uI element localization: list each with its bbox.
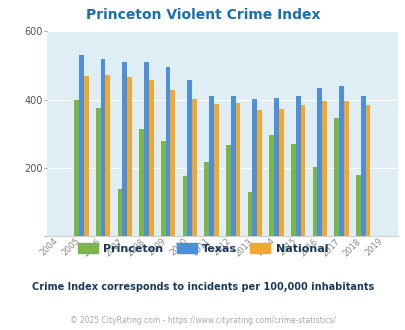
Bar — [247, 192, 252, 236]
Bar — [139, 128, 144, 236]
Bar — [79, 55, 83, 236]
Bar — [317, 87, 322, 236]
Legend: Princeton, Texas, National: Princeton, Texas, National — [73, 239, 332, 258]
Text: © 2025 CityRating.com - https://www.cityrating.com/crime-statistics/: © 2025 CityRating.com - https://www.city… — [70, 316, 335, 325]
Bar — [290, 144, 295, 236]
Bar — [148, 80, 153, 236]
Bar — [343, 101, 348, 236]
Bar — [127, 77, 132, 236]
Bar — [226, 145, 230, 236]
Bar — [204, 162, 209, 236]
Bar — [117, 189, 122, 236]
Bar — [338, 86, 343, 236]
Text: Crime Index corresponds to incidents per 100,000 inhabitants: Crime Index corresponds to incidents per… — [32, 282, 373, 292]
Bar — [355, 175, 360, 236]
Bar — [278, 109, 283, 236]
Bar — [252, 99, 256, 236]
Bar — [83, 76, 88, 236]
Bar — [160, 141, 165, 236]
Bar — [360, 96, 364, 236]
Bar — [364, 105, 369, 236]
Bar — [256, 111, 261, 236]
Bar — [312, 167, 317, 236]
Bar — [105, 75, 110, 236]
Bar — [192, 99, 196, 236]
Bar — [209, 96, 213, 236]
Bar — [322, 101, 326, 236]
Bar — [300, 105, 305, 236]
Bar — [96, 108, 100, 236]
Bar — [182, 176, 187, 236]
Bar — [170, 90, 175, 236]
Bar — [273, 98, 278, 236]
Bar — [295, 96, 300, 236]
Bar — [144, 62, 148, 236]
Text: Princeton Violent Crime Index: Princeton Violent Crime Index — [85, 8, 320, 22]
Bar — [165, 67, 170, 236]
Bar — [213, 104, 218, 236]
Bar — [235, 103, 240, 236]
Bar — [269, 135, 273, 236]
Bar — [100, 59, 105, 236]
Bar — [74, 100, 79, 236]
Bar — [334, 118, 338, 236]
Bar — [122, 62, 127, 236]
Bar — [230, 96, 235, 236]
Bar — [187, 80, 192, 236]
